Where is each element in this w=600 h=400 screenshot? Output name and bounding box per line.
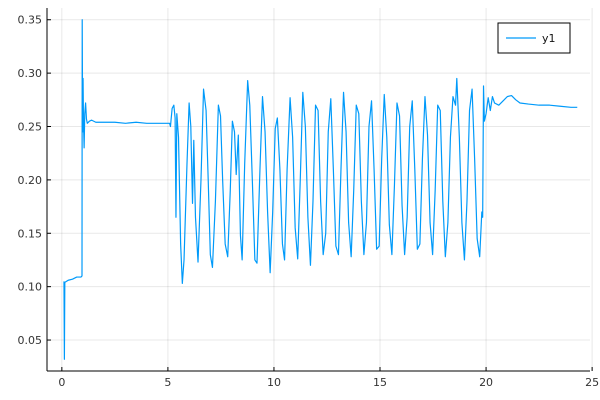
x-tick-label: 20 bbox=[479, 376, 493, 389]
x-axis-ticks: 0 5 10 15 20 25 bbox=[58, 367, 599, 389]
series-line-y1 bbox=[63, 19, 578, 360]
legend-label-y1: y1 bbox=[542, 32, 556, 45]
y-tick-label: 0.10 bbox=[18, 281, 43, 294]
x-tick-label: 15 bbox=[373, 376, 387, 389]
y-tick-label: 0.20 bbox=[18, 174, 43, 187]
y-tick-label: 0.15 bbox=[18, 227, 43, 240]
y-tick-label: 0.25 bbox=[18, 121, 43, 134]
x-tick-label: 5 bbox=[164, 376, 171, 389]
x-tick-label: 10 bbox=[267, 376, 281, 389]
y-axis-ticks: 0.05 0.10 0.15 0.20 0.25 0.30 0.35 bbox=[18, 14, 51, 347]
axes bbox=[46, 8, 590, 372]
legend: y1 bbox=[497, 22, 571, 54]
series-layer bbox=[63, 19, 578, 360]
x-tick-label: 0 bbox=[58, 376, 65, 389]
x-tick-label: 25 bbox=[585, 376, 599, 389]
y-tick-label: 0.35 bbox=[18, 14, 43, 27]
y-tick-label: 0.05 bbox=[18, 334, 43, 347]
y-tick-label: 0.30 bbox=[18, 67, 43, 80]
